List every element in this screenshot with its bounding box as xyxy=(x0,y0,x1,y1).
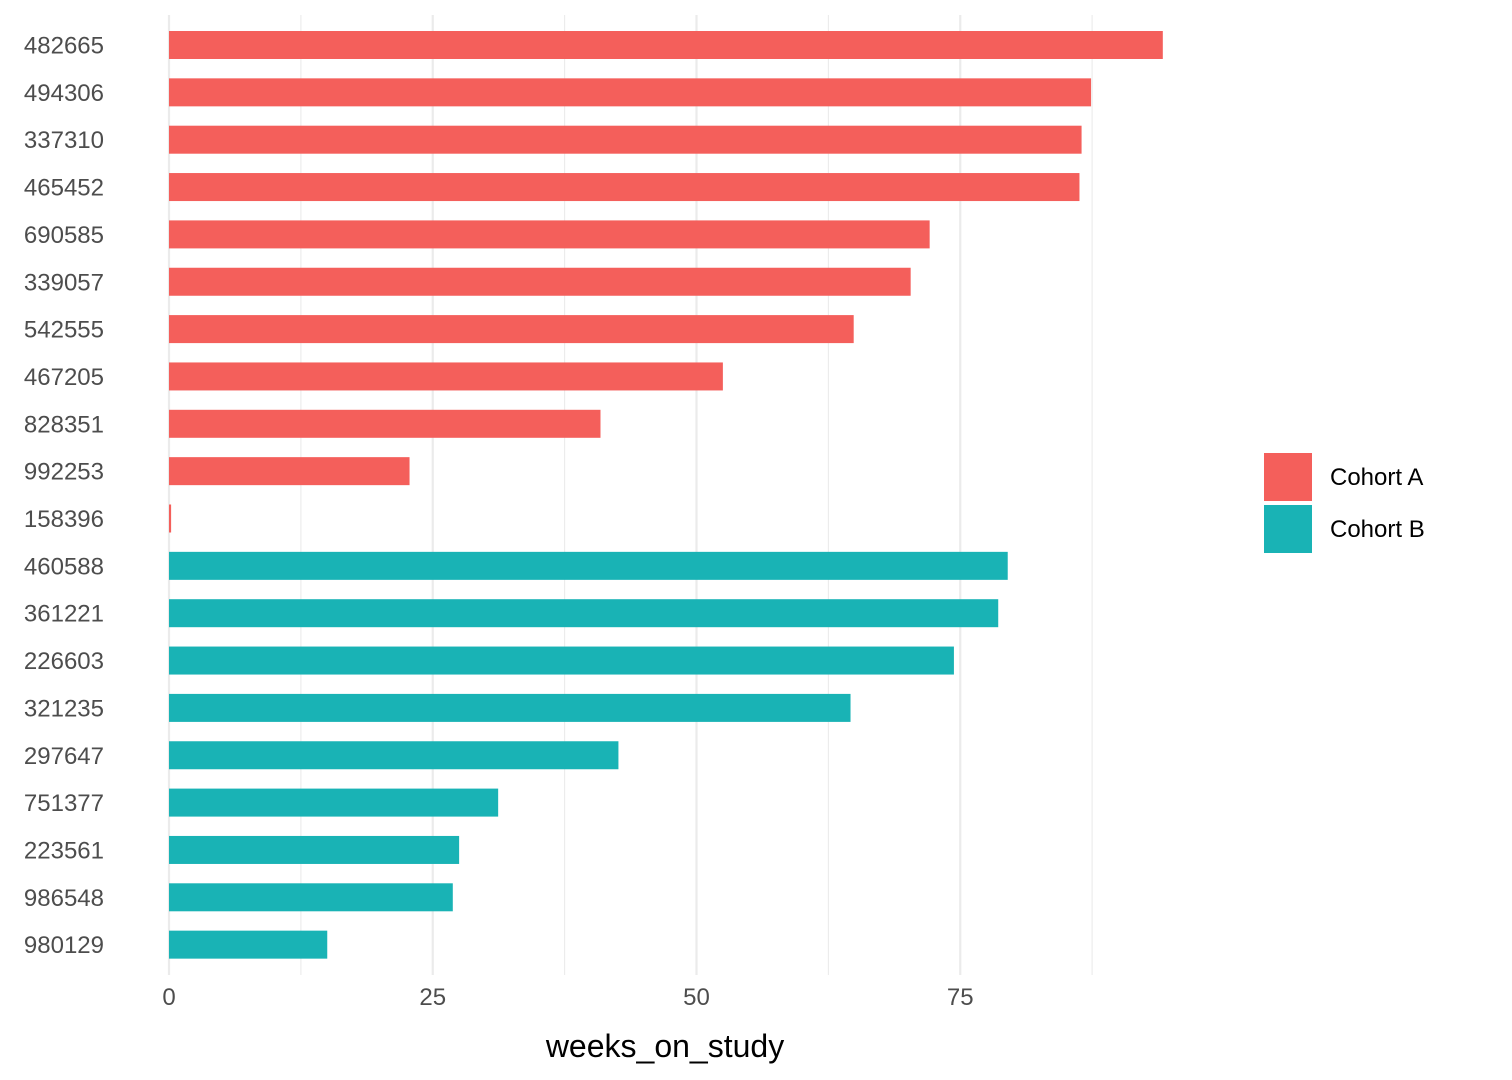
legend-swatch-1 xyxy=(1264,453,1312,501)
y-tick-label: 223561 xyxy=(24,837,104,864)
legend: Cohort A Cohort B xyxy=(1264,453,1425,553)
legend-label: Cohort A xyxy=(1330,464,1423,491)
y-tick-label: 751377 xyxy=(24,790,104,817)
y-tick-label: 465452 xyxy=(24,175,104,202)
bar-542555 xyxy=(169,315,854,344)
y-tick-label: 690585 xyxy=(24,222,104,249)
x-tick-label: 25 xyxy=(419,984,446,1011)
bar-494306 xyxy=(169,78,1092,107)
bar-321235 xyxy=(169,693,851,722)
y-tick-label: 986548 xyxy=(24,885,104,912)
bar-992253 xyxy=(169,457,410,486)
bar-482665 xyxy=(169,31,1163,59)
bar-467205 xyxy=(169,362,723,391)
y-tick-label: 321235 xyxy=(24,695,104,722)
y-tick-label: 226603 xyxy=(24,648,104,675)
bar-986548 xyxy=(169,883,453,912)
y-tick-label: 361221 xyxy=(24,601,104,628)
bar-223561 xyxy=(169,835,460,864)
x-tick-label: 0 xyxy=(162,984,175,1011)
y-tick-label: 297647 xyxy=(24,743,104,770)
y-tick-label: 992253 xyxy=(24,459,104,486)
bars xyxy=(169,31,1163,959)
y-tick-label: 158396 xyxy=(24,506,104,533)
grid-lines xyxy=(167,15,1093,975)
y-tick-label: 339057 xyxy=(24,269,104,296)
y-tick-label: 467205 xyxy=(24,364,104,391)
x-tick-label: 75 xyxy=(947,984,974,1011)
y-tick-label: 980129 xyxy=(24,932,104,959)
bar-460588 xyxy=(169,551,1008,580)
y-tick-label: 828351 xyxy=(24,411,104,438)
bar-339057 xyxy=(169,267,911,296)
x-axis-title: weeks_on_study xyxy=(545,1028,784,1064)
bar-226603 xyxy=(169,646,954,675)
bar-158396 xyxy=(169,504,172,533)
legend-label: Cohort B xyxy=(1330,516,1425,543)
y-axis-tick-labels: 482665 494306 337310 465452 690585 339057 5425… xyxy=(24,33,104,960)
y-tick-label: 337310 xyxy=(24,127,104,154)
x-tick-label: 50 xyxy=(683,984,710,1011)
bar-828351 xyxy=(169,409,601,438)
y-tick-label: 460588 xyxy=(24,553,104,580)
y-tick-label: 494306 xyxy=(24,80,104,107)
x-axis-tick-labels: 0 25 50 75 xyxy=(162,984,973,1011)
legend-swatch-2 xyxy=(1264,505,1312,553)
bar-465452 xyxy=(169,173,1080,202)
bar-361221 xyxy=(169,599,999,628)
bar-751377 xyxy=(169,788,499,817)
bar-690585 xyxy=(169,220,930,249)
y-tick-label: 542555 xyxy=(24,317,104,344)
bar-980129 xyxy=(169,930,328,959)
bar-337310 xyxy=(169,125,1082,154)
bar-297647 xyxy=(169,741,619,770)
y-tick-label: 482665 xyxy=(24,33,104,60)
